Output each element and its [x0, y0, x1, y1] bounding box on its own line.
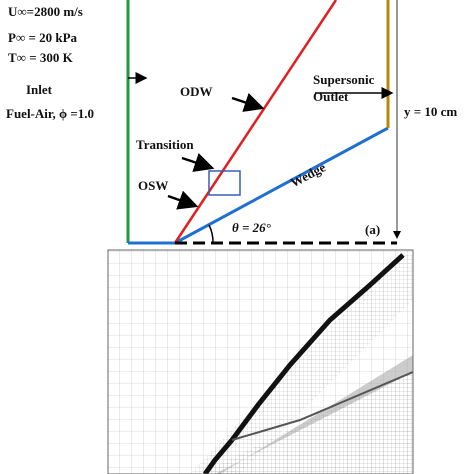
inlet-label: Inlet — [26, 82, 53, 97]
panel-label: (a) — [365, 222, 380, 237]
odw-label: ODW — [180, 84, 213, 99]
transition-label: Transition — [136, 137, 194, 152]
mixture: Fuel-Air, ϕ =1.0 — [6, 106, 94, 121]
shock-front — [202, 253, 405, 474]
transition-box — [208, 170, 241, 196]
angle-label: θ = 26° — [232, 220, 272, 235]
pressure: P∞ = 20 kPa — [8, 30, 78, 45]
transition-arrow — [181, 152, 215, 172]
angle-arc — [208, 224, 214, 244]
osw-label: OSW — [138, 178, 168, 193]
wedge-label: Wedge — [288, 159, 328, 190]
temperature: T∞ = 300 K — [8, 50, 74, 65]
outlet-line2: Outlet — [313, 89, 349, 104]
velocity: U∞=2800 m/s — [8, 4, 83, 19]
odw-arrow — [231, 92, 265, 112]
outlet-line1: Supersonic — [313, 72, 375, 87]
wedge-surface — [174, 126, 389, 245]
detonation-wave — [173, 0, 338, 244]
height-label: y = 10 cm — [404, 104, 457, 119]
mesh-border — [107, 249, 414, 474]
mesh — [108, 250, 413, 474]
osw-arrow — [167, 190, 199, 210]
